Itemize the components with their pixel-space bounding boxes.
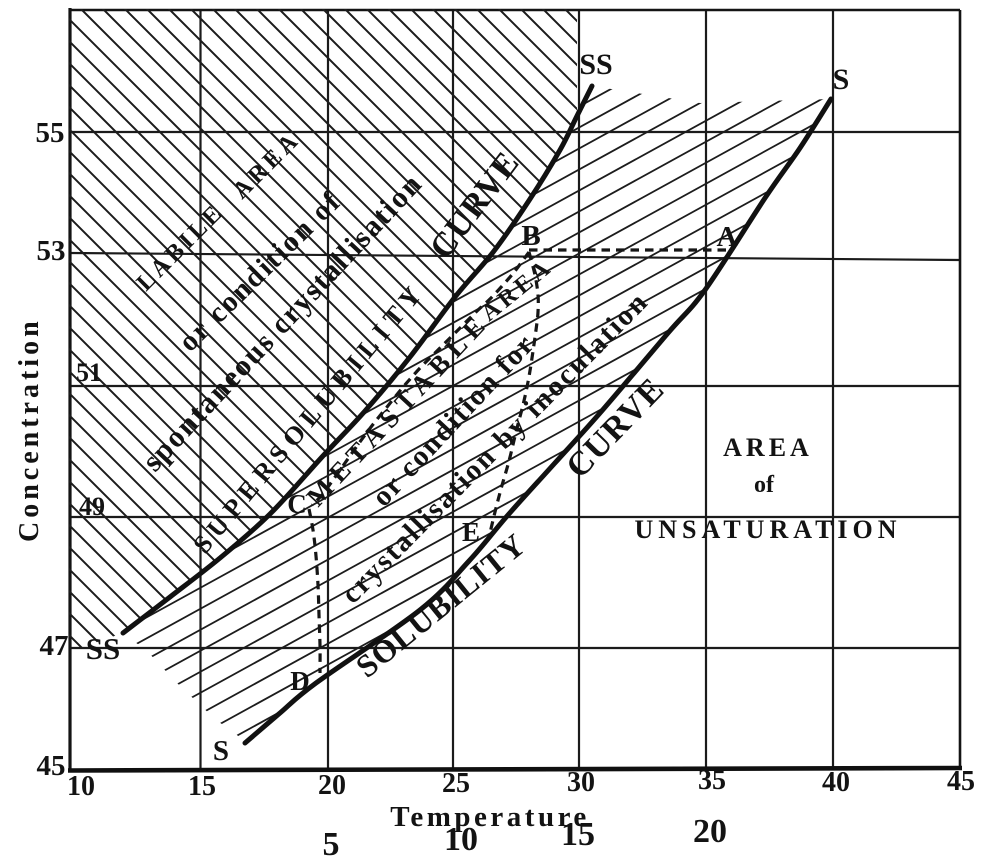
svg-text:30: 30 xyxy=(567,767,595,798)
svg-text:51: 51 xyxy=(76,358,102,387)
svg-text:20: 20 xyxy=(318,770,346,801)
svg-text:B: B xyxy=(521,220,540,252)
svg-text:A: A xyxy=(717,221,738,253)
svg-text:C: C xyxy=(287,489,307,519)
svg-text:UNSATURATION: UNSATURATION xyxy=(634,515,901,544)
svg-text:25: 25 xyxy=(442,768,470,799)
svg-text:10: 10 xyxy=(67,771,95,802)
svg-text:15: 15 xyxy=(188,771,216,802)
svg-text:47: 47 xyxy=(40,630,69,662)
svg-text:45: 45 xyxy=(947,766,975,797)
svg-text:D: D xyxy=(290,666,310,696)
svg-text:of: of xyxy=(754,472,775,498)
svg-text:35: 35 xyxy=(698,765,726,796)
svg-text:53: 53 xyxy=(37,235,66,267)
svg-text:S: S xyxy=(833,63,850,96)
svg-text:5: 5 xyxy=(323,826,340,862)
svg-text:SS: SS xyxy=(579,48,612,81)
svg-text:55: 55 xyxy=(36,117,65,149)
svg-text:AREA: AREA xyxy=(723,433,813,462)
svg-text:10: 10 xyxy=(444,821,478,858)
svg-text:Temperature: Temperature xyxy=(390,801,590,833)
svg-text:49: 49 xyxy=(79,492,105,521)
svg-text:S: S xyxy=(213,735,229,767)
svg-text:15: 15 xyxy=(561,816,595,853)
svg-text:45: 45 xyxy=(37,750,66,782)
svg-text:E: E xyxy=(462,517,480,547)
svg-text:Concentration: Concentration xyxy=(14,317,45,542)
svg-text:40: 40 xyxy=(822,767,850,798)
svg-text:SS: SS xyxy=(86,631,120,666)
svg-text:20: 20 xyxy=(693,813,727,850)
